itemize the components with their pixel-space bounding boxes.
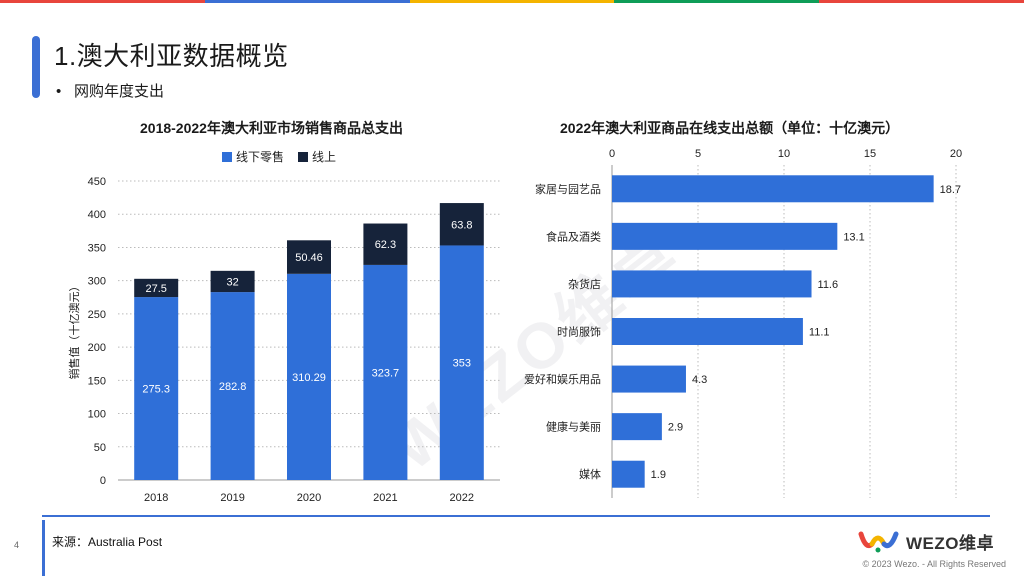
y-tick-label: 0 bbox=[100, 475, 106, 487]
logo-icon bbox=[858, 531, 899, 553]
data-label: 11.1 bbox=[809, 327, 830, 339]
bar-健康与美丽 bbox=[612, 413, 662, 441]
brand-logo: WEZO维卓 bbox=[858, 528, 994, 554]
data-label-offline: 353 bbox=[453, 358, 471, 370]
legend-label-offline: 线下零售 bbox=[236, 150, 285, 164]
y-tick-label: 200 bbox=[88, 342, 106, 354]
data-label: 18.7 bbox=[940, 184, 961, 196]
bullet-item: • 网购年度支出 bbox=[56, 80, 164, 101]
bar-杂货店 bbox=[612, 270, 812, 298]
x-tick-label: 2019 bbox=[220, 492, 244, 504]
category-label: 媒体 bbox=[579, 467, 601, 481]
bar-online-2019 bbox=[210, 270, 255, 293]
data-label-online: 62.3 bbox=[375, 239, 396, 251]
logo-text: WEZO维卓 bbox=[906, 533, 994, 553]
page-number: 4 bbox=[14, 540, 20, 550]
y-tick-label: 250 bbox=[88, 309, 106, 321]
legend-swatch-offline bbox=[222, 151, 232, 162]
x-tick-label: 2021 bbox=[373, 492, 397, 504]
x-tick-label: 20 bbox=[950, 148, 962, 160]
legend-swatch-online bbox=[298, 151, 309, 162]
y-tick-label: 450 bbox=[88, 176, 106, 188]
category-label: 时尚服饰 bbox=[557, 325, 601, 339]
top-color-bar bbox=[0, 0, 1024, 3]
bullet-text: 网购年度支出 bbox=[74, 83, 165, 100]
bar-online-2021 bbox=[363, 223, 408, 265]
category-label: 杂货店 bbox=[568, 277, 601, 291]
data-label-offline: 275.3 bbox=[142, 384, 170, 396]
y-tick-label: 400 bbox=[88, 209, 106, 221]
legend-item-online: 线上 bbox=[298, 148, 336, 165]
left-chart-title: 2018-2022年澳大利亚市场销售商品总支出 bbox=[140, 120, 403, 136]
x-tick-label: 2018 bbox=[144, 492, 168, 504]
source-note: 来源：Australia Post bbox=[52, 535, 163, 549]
bar-offline-2020 bbox=[287, 273, 331, 480]
footer-divider bbox=[42, 515, 990, 517]
bar-食品及酒类 bbox=[612, 222, 838, 250]
bar-爱好和娱乐用品 bbox=[612, 365, 686, 393]
bar-offline-2021 bbox=[363, 264, 408, 480]
bar-时尚服饰 bbox=[612, 318, 803, 345]
title-accent-bar bbox=[32, 36, 40, 98]
data-label-online: 27.5 bbox=[145, 283, 166, 295]
data-label: 4.3 bbox=[692, 374, 707, 386]
bar-offline-2018 bbox=[134, 297, 179, 480]
y-tick-label: 300 bbox=[88, 276, 106, 288]
y-tick-label: 350 bbox=[88, 242, 106, 254]
bar-offline-2022 bbox=[439, 245, 484, 480]
data-label: 2.9 bbox=[668, 422, 683, 434]
data-label-offline: 323.7 bbox=[372, 367, 400, 379]
right-chart-title: 2022年澳大利亚商品在线支出总额（单位：十亿澳元） bbox=[560, 120, 900, 136]
data-label: 13.1 bbox=[843, 231, 864, 243]
x-tick-label: 15 bbox=[864, 148, 876, 160]
category-label: 健康与美丽 bbox=[546, 420, 601, 434]
data-label: 11.6 bbox=[818, 279, 839, 291]
bar-家居与园艺品 bbox=[612, 175, 934, 203]
category-label: 食品及酒类 bbox=[546, 229, 601, 243]
bar-offline-2019 bbox=[210, 292, 255, 480]
data-label-offline: 310.29 bbox=[292, 372, 326, 384]
bar-online-2020 bbox=[287, 240, 331, 274]
bar-媒体 bbox=[612, 460, 645, 488]
x-tick-label: 2020 bbox=[297, 492, 321, 504]
legend-item-offline: 线下零售 bbox=[222, 148, 284, 165]
x-tick-label: 10 bbox=[778, 148, 790, 160]
data-label-online: 32 bbox=[226, 276, 238, 288]
data-label-online: 63.8 bbox=[451, 219, 472, 231]
data-label-offline: 282.8 bbox=[219, 381, 247, 393]
bar-online-2022 bbox=[439, 203, 484, 246]
category-label: 爱好和娱乐用品 bbox=[524, 372, 601, 386]
footer-accent-bar bbox=[42, 520, 45, 576]
left-chart-legend: 线下零售 线上 bbox=[222, 148, 350, 165]
page-title: 1.澳大利亚数据概览 bbox=[54, 41, 289, 71]
x-tick-label: 0 bbox=[609, 148, 615, 160]
x-tick-label: 2022 bbox=[450, 492, 474, 504]
bullet-dot: • bbox=[56, 83, 62, 100]
copyright: © 2023 Wezo. - All Rights Reserved bbox=[862, 559, 1006, 569]
y-tick-label: 100 bbox=[88, 409, 106, 421]
bar-online-2018 bbox=[134, 278, 179, 298]
data-label: 1.9 bbox=[651, 469, 666, 481]
data-label-online: 50.46 bbox=[295, 252, 323, 264]
y-tick-label: 150 bbox=[88, 375, 106, 387]
legend-label-online: 线上 bbox=[312, 150, 337, 164]
y-tick-label: 50 bbox=[94, 442, 106, 454]
y-axis-label: 销售值（十亿澳元） bbox=[67, 281, 81, 380]
x-tick-label: 5 bbox=[695, 148, 701, 160]
category-label: 家居与园艺品 bbox=[535, 182, 601, 196]
